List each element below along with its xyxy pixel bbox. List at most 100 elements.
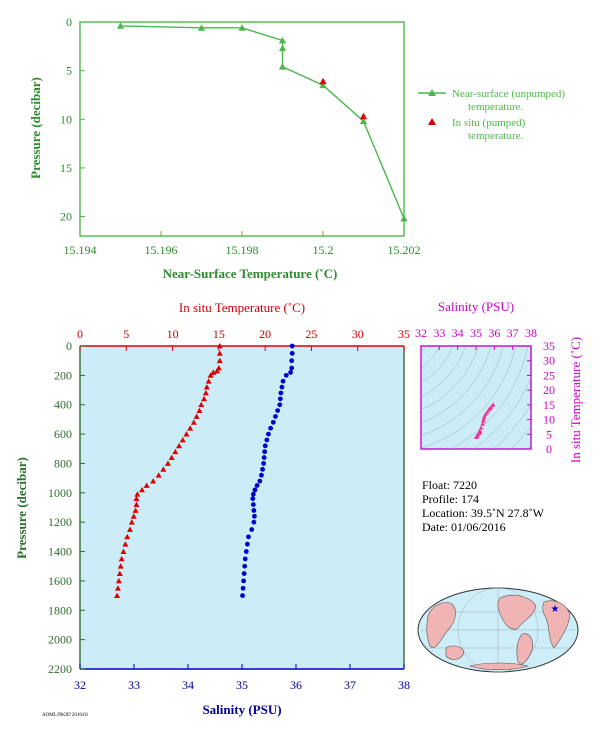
temperature-point-0	[216, 343, 223, 349]
profile-bottom-label: Salinity (PSU)	[202, 702, 281, 717]
temperature-point-19	[172, 448, 179, 455]
ts-point-9	[482, 414, 487, 419]
salinity-point-18	[262, 449, 268, 455]
temperature-point-40	[115, 577, 122, 584]
profile-top-label: In situ Temperature (˚C)	[179, 300, 305, 315]
salinity-point-12	[273, 414, 278, 419]
salinity-point-0	[289, 343, 295, 349]
ts-y-tick-label-3: 15	[543, 398, 555, 412]
near-surface-y-tick-label-1: 5	[66, 64, 72, 78]
ts-point-12	[480, 421, 485, 426]
temperature-point-2	[216, 357, 223, 364]
ts-x-tick-label-3: 35	[470, 326, 482, 340]
unpumped-point-4	[278, 44, 287, 52]
temperature-point-27	[134, 491, 141, 497]
salinity-point-4	[288, 370, 293, 375]
salinity-point-6	[280, 378, 286, 384]
salinity-point-40	[240, 585, 246, 591]
near-surface-y-tick-label-3: 15	[60, 161, 72, 175]
ts-point-7	[485, 409, 490, 414]
legend-label-pumped: In situ (pumped) temperature.	[452, 117, 528, 142]
float-position-star-icon: ★	[551, 604, 560, 615]
salinity-point-38	[241, 571, 247, 576]
ts-x-tick-label-0: 32	[415, 326, 427, 340]
profile-background	[80, 346, 404, 669]
ts-y-tick-label-0: 0	[546, 442, 552, 456]
temperature-point-11	[198, 401, 205, 408]
land-antarctica	[468, 662, 530, 671]
near-surface-x-tick-label-3: 15.2	[313, 243, 334, 257]
temp-tick-label-2: 10	[167, 327, 179, 341]
temperature-point-26	[139, 486, 146, 493]
salinity-point-11	[275, 408, 281, 413]
temperature-point-24	[150, 478, 157, 484]
salinity-point-5	[283, 372, 289, 378]
temp-tick-label-3: 15	[213, 327, 225, 341]
pumped-point-1	[359, 112, 368, 120]
world-map: ★	[417, 587, 579, 673]
temperature-point-20	[168, 454, 175, 460]
temp-tick-label-7: 35	[398, 327, 410, 341]
salinity-point-24	[254, 483, 260, 488]
footer-code: AOML/PhOD 2016/01	[42, 713, 89, 718]
temperature-point-23	[155, 472, 162, 478]
temperature-point-37	[118, 555, 125, 562]
near-surface-x-tick-label-0: 15.194	[64, 243, 97, 257]
salinity-point-19	[261, 455, 267, 460]
unpumped-point-0	[116, 22, 125, 29]
float-info: Float: 7220 Profile: 174 Location: 39.5˚…	[422, 478, 545, 534]
ts-y-tick-label-2: 10	[543, 413, 555, 427]
salinity-point-3	[289, 365, 295, 371]
salinity-point-10	[277, 402, 283, 408]
salinity-tick-label-2: 34	[182, 678, 194, 692]
unpumped-point-6	[319, 81, 327, 89]
profile-date: Date: 01/06/2016	[422, 520, 506, 534]
salinity-point-41	[240, 593, 245, 598]
near-surface-y-tick-label-2: 10	[60, 112, 72, 126]
salinity-point-31	[251, 519, 257, 525]
salinity-point-34	[245, 541, 250, 547]
salinity-point-30	[252, 513, 257, 519]
temp-tick-label-5: 25	[305, 327, 317, 341]
salinity-point-15	[266, 431, 271, 437]
salinity-point-7	[279, 384, 285, 390]
temp-tick-label-6: 30	[352, 327, 364, 341]
unpumped-point-8	[400, 214, 408, 222]
ts-point-13	[478, 425, 484, 430]
temperature-point-8	[203, 384, 210, 390]
near-surface-legend: Near-surface (unpumped) temperature. In …	[418, 88, 565, 142]
near-surface-x-tick-label-4: 15.202	[388, 243, 421, 257]
near-surface-x-tick-label-1: 15.196	[145, 243, 178, 257]
temperature-point-25	[143, 482, 150, 488]
unpumped-point-1	[197, 24, 206, 31]
temperature-point-34	[124, 533, 131, 540]
ts-x-tick-label-6: 38	[525, 326, 537, 340]
pressure-tick-label-8: 1600	[48, 574, 72, 588]
ts-y-tick-label-4: 20	[543, 383, 555, 397]
ts-y-tick-label-6: 30	[543, 354, 555, 368]
salinity-point-39	[241, 578, 247, 584]
near-surface-y-tick-label-4: 20	[60, 210, 72, 224]
unpumped-point-7	[359, 117, 368, 125]
ts-xlabel: Salinity (PSU)	[438, 299, 514, 314]
salinity-point-8	[278, 390, 284, 396]
ts-point-6	[486, 407, 492, 412]
pressure-tick-label-6: 1200	[48, 515, 72, 529]
ts-x-tick-label-1: 33	[433, 326, 445, 340]
temperature-point-28	[133, 495, 140, 502]
ts-y-tick-label-7: 35	[543, 339, 555, 353]
salinity-tick-label-6: 38	[398, 678, 410, 692]
pressure-tick-label-9: 1800	[48, 603, 72, 617]
ts-point-10	[481, 416, 486, 421]
pressure-tick-label-7: 1400	[48, 545, 72, 559]
temperature-point-32	[128, 519, 135, 525]
salinity-point-36	[242, 556, 248, 562]
pressure-tick-label-1: 200	[54, 368, 72, 382]
temperature-point-1	[216, 350, 223, 356]
pressure-tick-label-4: 800	[54, 456, 72, 470]
salinity-point-33	[246, 534, 251, 540]
temperature-point-35	[122, 541, 129, 547]
salinity-point-37	[242, 563, 248, 569]
